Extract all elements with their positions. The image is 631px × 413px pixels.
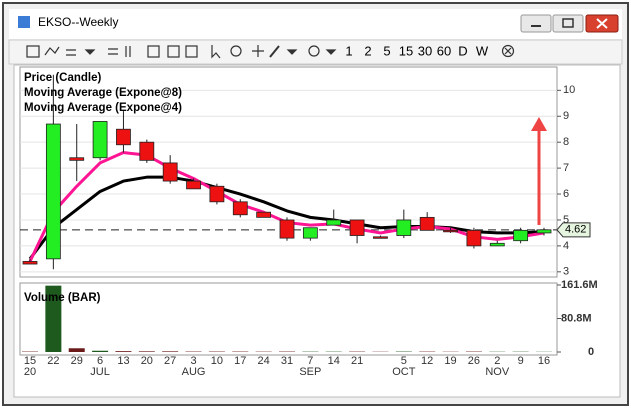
legend-ma4: Moving Average (Expone@4) bbox=[24, 102, 182, 114]
candle-body bbox=[187, 181, 201, 189]
volume-tick-label: 80.8M bbox=[561, 312, 592, 324]
maximize-button[interactable] bbox=[553, 15, 583, 32]
x-group-label: 20 bbox=[24, 366, 36, 378]
x-tick-label: 10 bbox=[211, 355, 223, 367]
last-price-label: 4.62 bbox=[565, 224, 586, 236]
y-tick-label: 8 bbox=[563, 136, 569, 148]
candle-body bbox=[163, 163, 177, 181]
volume-bar bbox=[139, 351, 155, 352]
interval-button[interactable]: 2 bbox=[364, 43, 371, 58]
y-tick-label: 10 bbox=[563, 84, 575, 96]
x-group-label: AUG bbox=[182, 366, 206, 378]
interval-button[interactable]: W bbox=[476, 43, 489, 58]
candle-body bbox=[140, 142, 154, 160]
candle-body bbox=[70, 158, 84, 161]
candle-body bbox=[420, 217, 434, 230]
candle-body bbox=[116, 129, 130, 145]
window-title: EKSO--Weekly bbox=[38, 15, 118, 29]
candle-body bbox=[514, 230, 528, 240]
interval-button[interactable]: 30 bbox=[418, 43, 432, 58]
candle-body bbox=[444, 230, 458, 232]
candle-body bbox=[350, 220, 364, 236]
x-group-label: NOV bbox=[485, 366, 510, 378]
app-icon bbox=[18, 16, 30, 28]
x-tick-label: 26 bbox=[468, 355, 480, 367]
legend-price: Price (Candle) bbox=[24, 72, 101, 84]
candle-body bbox=[93, 121, 107, 157]
candle-body bbox=[490, 243, 504, 246]
x-tick-label: 12 bbox=[421, 355, 433, 367]
x-group-label: JUL bbox=[90, 366, 110, 378]
x-tick-label: 27 bbox=[164, 355, 176, 367]
x-tick-label: 21 bbox=[351, 355, 363, 367]
x-tick-label: 22 bbox=[47, 355, 59, 367]
candle-body bbox=[327, 220, 341, 225]
y-tick-label: 6 bbox=[563, 188, 569, 200]
interval-button[interactable]: 15 bbox=[399, 43, 413, 58]
y-tick-label: 3 bbox=[563, 266, 569, 278]
interval-button[interactable]: 5 bbox=[383, 43, 390, 58]
candle-body bbox=[537, 230, 551, 233]
candle-body bbox=[257, 212, 271, 217]
volume-bar bbox=[115, 351, 131, 352]
interval-button[interactable]: 60 bbox=[437, 43, 451, 58]
x-tick-label: 17 bbox=[234, 355, 246, 367]
candle-body bbox=[46, 124, 60, 259]
x-tick-label: 29 bbox=[71, 355, 83, 367]
x-tick-label: 20 bbox=[141, 355, 153, 367]
y-tick-label: 4 bbox=[563, 240, 569, 252]
x-tick-label: 19 bbox=[444, 355, 456, 367]
x-tick-label: 13 bbox=[117, 355, 129, 367]
candle-body bbox=[210, 186, 224, 202]
interval-button[interactable]: 1 bbox=[345, 43, 352, 58]
volume-bar bbox=[162, 351, 178, 352]
candle-body bbox=[303, 228, 317, 238]
legend-volume: Volume (BAR) bbox=[24, 292, 101, 304]
toolbar bbox=[9, 40, 622, 64]
x-tick-label: 14 bbox=[328, 355, 340, 367]
x-tick-label: 24 bbox=[258, 355, 270, 367]
candle-body bbox=[233, 202, 247, 215]
x-tick-label: 9 bbox=[518, 355, 524, 367]
volume-tick-label: 161.6M bbox=[561, 279, 598, 291]
volume-bar bbox=[69, 348, 85, 352]
x-group-label: SEP bbox=[299, 366, 321, 378]
interval-button[interactable]: D bbox=[458, 43, 467, 58]
candle-body bbox=[23, 261, 37, 264]
minimize-button[interactable] bbox=[521, 15, 551, 32]
candle-body bbox=[280, 220, 294, 238]
x-tick-label: 16 bbox=[538, 355, 550, 367]
volume-tick-label: 0 bbox=[588, 346, 594, 358]
candle-body bbox=[467, 230, 481, 246]
legend-ma8: Moving Average (Expone@8) bbox=[24, 87, 182, 99]
x-tick-label: 31 bbox=[281, 355, 293, 367]
y-tick-label: 9 bbox=[563, 110, 569, 122]
candle-body bbox=[373, 237, 387, 239]
x-group-label: OCT bbox=[392, 366, 416, 378]
candle-body bbox=[397, 220, 411, 236]
volume-bar bbox=[92, 351, 108, 352]
y-tick-label: 7 bbox=[563, 162, 569, 174]
